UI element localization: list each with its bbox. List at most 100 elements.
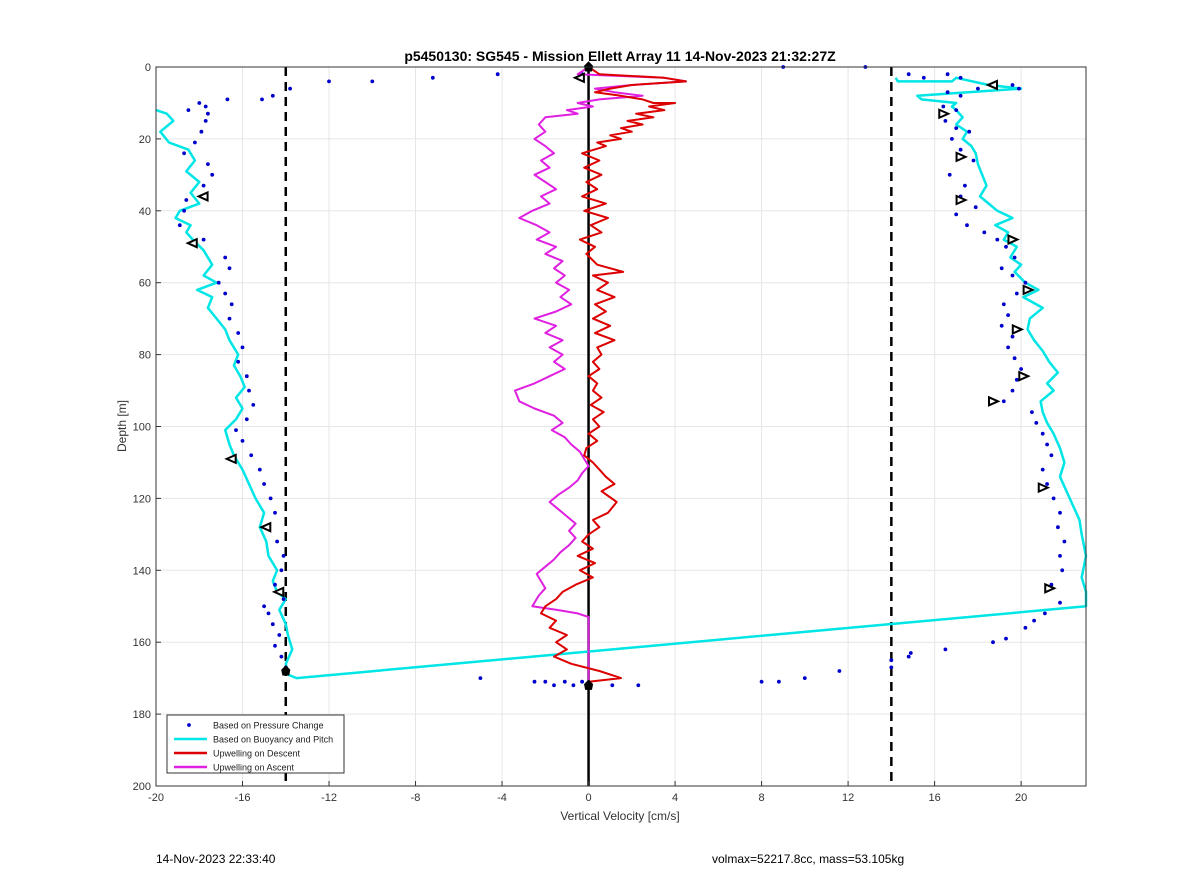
legend-label: Upwelling on Ascent bbox=[213, 763, 295, 773]
y-tick-label: 200 bbox=[133, 781, 151, 793]
pressure-change-point bbox=[954, 212, 959, 217]
triangle-marker bbox=[271, 586, 285, 598]
pressure-change-point bbox=[976, 86, 980, 91]
y-tick-label: 160 bbox=[133, 637, 151, 649]
pressure-change-point bbox=[262, 482, 266, 486]
pressure-change-point bbox=[610, 683, 615, 688]
pressure-change-point bbox=[999, 323, 1004, 328]
pressure-change-point bbox=[1058, 554, 1062, 558]
pressure-change-point bbox=[279, 568, 284, 573]
y-tick-label: 180 bbox=[133, 709, 151, 721]
pressure-change-point bbox=[965, 223, 969, 228]
pressure-change-point bbox=[182, 208, 187, 213]
pressure-change-point bbox=[1017, 86, 1021, 91]
pressure-change-point bbox=[1043, 611, 1047, 616]
pressure-change-point bbox=[995, 237, 1000, 242]
pressure-change-point bbox=[227, 316, 232, 321]
y-tick-label: 120 bbox=[133, 493, 151, 505]
triangle-marker bbox=[196, 190, 209, 202]
pressure-change-point bbox=[982, 230, 987, 235]
pressure-change-point bbox=[495, 72, 500, 77]
pressure-change-point bbox=[963, 183, 967, 188]
pressure-change-point bbox=[954, 108, 959, 112]
pressure-change-point bbox=[999, 266, 1004, 271]
pressure-change-point bbox=[227, 266, 232, 271]
series-line-1 bbox=[155, 76, 1088, 680]
footer-specs: volmax=52217.8cc, mass=53.105kg bbox=[712, 852, 905, 866]
pressure-change-point bbox=[580, 679, 584, 684]
x-tick-label: 12 bbox=[842, 792, 854, 804]
pressure-change-point bbox=[954, 126, 959, 130]
pressure-change-point bbox=[1006, 313, 1010, 317]
pressure-change-point bbox=[971, 158, 976, 163]
x-tick-label: -16 bbox=[235, 792, 251, 804]
x-tick-label: -8 bbox=[411, 792, 421, 804]
x-tick-label: 16 bbox=[928, 792, 940, 804]
pressure-change-point bbox=[1001, 302, 1006, 307]
pressure-change-point bbox=[270, 93, 275, 98]
triangle-marker bbox=[985, 79, 998, 91]
triangle-marker bbox=[1022, 284, 1036, 296]
pressure-change-point bbox=[177, 223, 182, 228]
pressure-change-point bbox=[275, 539, 279, 544]
pressure-change-point bbox=[430, 75, 435, 80]
x-tick-label: 20 bbox=[1015, 792, 1027, 804]
legend-box bbox=[166, 714, 345, 774]
pressure-change-point bbox=[266, 611, 271, 616]
footer-timestamp: 14-Nov-2023 22:33:40 bbox=[156, 852, 276, 866]
chart-title: p5450130: SG545 - Mission Ellett Array 1… bbox=[404, 48, 836, 64]
pressure-change-point bbox=[1010, 273, 1015, 278]
pressure-change-point bbox=[223, 291, 228, 296]
pressure-change-point bbox=[945, 72, 950, 77]
pressure-change-point bbox=[1010, 83, 1015, 87]
pressure-change-point bbox=[1019, 367, 1023, 371]
pressure-change-point bbox=[260, 97, 264, 102]
pressure-change-point bbox=[571, 683, 576, 688]
triangle-marker bbox=[1007, 234, 1020, 246]
triangle-marker bbox=[1011, 323, 1025, 335]
pressure-change-point bbox=[236, 359, 241, 364]
y-tick-label: 60 bbox=[139, 278, 151, 290]
triangle-marker bbox=[1044, 582, 1057, 594]
pressure-change-point bbox=[201, 237, 206, 242]
pressure-change-point bbox=[249, 453, 254, 458]
x-tick-label: 8 bbox=[759, 792, 765, 804]
pressure-change-point bbox=[1051, 496, 1056, 501]
pressure-change-point bbox=[478, 676, 483, 680]
y-tick-label: 0 bbox=[145, 62, 151, 74]
pressure-change-point bbox=[277, 633, 282, 637]
pressure-change-point bbox=[184, 198, 189, 202]
pressure-change-point bbox=[543, 679, 548, 684]
pressure-change-point bbox=[1012, 356, 1017, 361]
pressure-change-point bbox=[240, 345, 245, 350]
triangle-marker bbox=[185, 237, 198, 249]
pressure-change-point bbox=[1058, 600, 1062, 605]
x-tick-label: -12 bbox=[321, 792, 337, 804]
pressure-change-point bbox=[279, 654, 284, 659]
pressure-change-point bbox=[281, 554, 286, 558]
pressure-change-point bbox=[240, 439, 245, 443]
pressure-change-point bbox=[247, 388, 251, 393]
x-axis-label: Vertical Velocity [cm/s] bbox=[560, 809, 679, 823]
y-tick-label: 140 bbox=[133, 565, 151, 577]
x-tick-label: -4 bbox=[497, 792, 507, 804]
pressure-change-point bbox=[759, 679, 764, 684]
pressure-change-point bbox=[1006, 345, 1010, 350]
pressure-change-point bbox=[1056, 525, 1060, 530]
pressure-change-point bbox=[273, 510, 277, 515]
pressure-change-point bbox=[1014, 377, 1019, 382]
pressure-change-point bbox=[182, 151, 187, 156]
pressure-change-point bbox=[921, 75, 926, 80]
markers bbox=[185, 61, 1057, 690]
pressure-change-point bbox=[1030, 410, 1034, 414]
triangle-marker bbox=[224, 453, 237, 465]
legend-label: Upwelling on Descent bbox=[213, 749, 301, 759]
pressure-change-point bbox=[889, 665, 894, 670]
pressure-change-point bbox=[1023, 625, 1028, 630]
triangle-marker bbox=[955, 151, 969, 163]
pressure-change-point bbox=[1001, 399, 1006, 404]
pressure-change-point bbox=[234, 428, 238, 432]
pressure-change-point bbox=[1040, 431, 1045, 436]
pressure-change-point bbox=[281, 597, 286, 601]
pressure-change-point bbox=[203, 104, 208, 109]
